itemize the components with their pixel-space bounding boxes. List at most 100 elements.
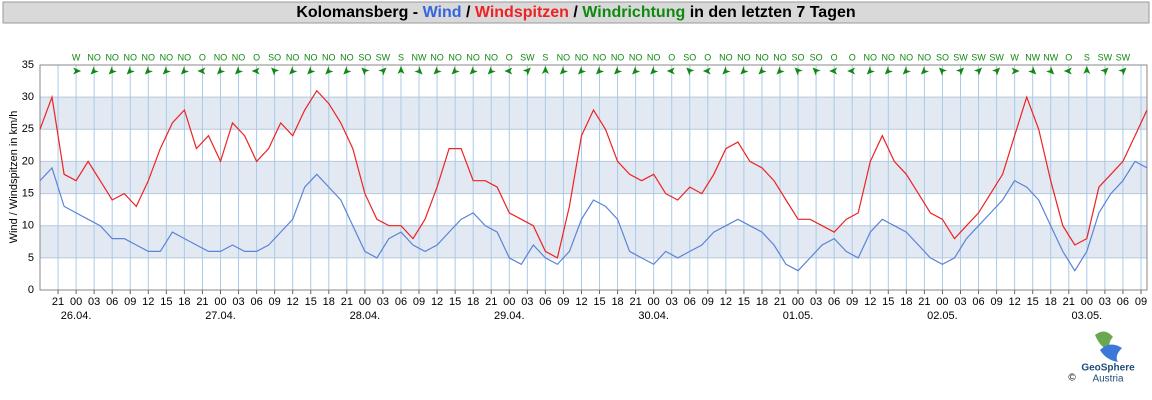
direction-label: SW (989, 52, 1004, 62)
direction-label: NO (629, 52, 643, 62)
x-tick-label: 18 (467, 296, 479, 308)
title-part: Wind (423, 4, 462, 21)
day-label: 02.05. (927, 310, 958, 322)
plot-frame (39, 64, 1148, 291)
title-part: Kolomansberg - (296, 4, 422, 21)
direction-label: NO (575, 52, 589, 62)
logo-shape (1100, 344, 1122, 362)
direction-arrow (559, 66, 568, 75)
direction-arrow (829, 67, 838, 75)
direction-label: NO (160, 52, 174, 62)
x-tick-label: 00 (1081, 296, 1093, 308)
direction-label: O (199, 52, 206, 62)
direction-label: NO (484, 52, 498, 62)
x-tick-label: 09 (557, 296, 569, 308)
direction-arrow (144, 66, 153, 75)
direction-label: NW (1043, 52, 1058, 62)
direction-arrow (1100, 67, 1109, 76)
direction-arrow (216, 66, 226, 75)
day-label: 26.04. (61, 310, 92, 322)
direction-label: NO (232, 52, 246, 62)
x-tick-label: 03 (88, 296, 100, 308)
direction-label: NO (557, 52, 571, 62)
x-tick-label: 00 (214, 296, 226, 308)
title-part: / (569, 4, 582, 21)
direction-label: NO (142, 52, 156, 62)
series-line (39, 89, 1148, 259)
x-tick-label: 00 (648, 296, 660, 308)
direction-arrow (90, 66, 99, 75)
x-tick-label: 18 (323, 296, 335, 308)
day-label: 01.05. (783, 310, 814, 322)
direction-label: SO (810, 52, 823, 62)
direction-arrow (973, 67, 983, 76)
x-tick-label: 06 (539, 296, 551, 308)
x-tick-label: 18 (1045, 296, 1057, 308)
direction-label: O (253, 52, 260, 62)
x-tick-label: 00 (503, 296, 515, 308)
y-tick-label: 25 (22, 123, 34, 135)
direction-label: SW (520, 52, 535, 62)
x-tick-label: 06 (395, 296, 407, 308)
direction-arrow (902, 66, 911, 75)
x-tick-label: 12 (1009, 296, 1021, 308)
title-part: Windrichtung (582, 4, 685, 21)
direction-arrow (522, 67, 531, 76)
x-tick-label: 09 (413, 296, 425, 308)
direction-label: W (72, 52, 81, 62)
logo-country: Austria (1092, 374, 1124, 385)
direction-arrow (541, 66, 549, 74)
direction-label: NO (647, 52, 661, 62)
x-tick-label: 03 (954, 296, 966, 308)
direction-label: NO (286, 52, 300, 62)
direction-arrow (595, 66, 605, 75)
direction-arrow (234, 66, 244, 75)
x-tick-label: 21 (1063, 296, 1075, 308)
direction-arrow (504, 67, 513, 75)
x-tick-label: 12 (864, 296, 876, 308)
direction-label: SO (268, 52, 281, 62)
direction-arrow (577, 66, 587, 75)
direction-arrow (73, 67, 82, 75)
direction-label: SO (792, 52, 805, 62)
direction-label: NO (737, 52, 751, 62)
direction-label: NO (882, 52, 896, 62)
x-tick-label: 03 (810, 296, 822, 308)
direction-label: NO (918, 52, 932, 62)
day-label: 28.04. (350, 310, 381, 322)
direction-label: S (542, 52, 548, 62)
x-tick-label: 09 (269, 296, 281, 308)
direction-label: NO (719, 52, 733, 62)
direction-label: O (831, 52, 838, 62)
direction-label: SO (683, 52, 696, 62)
x-tick-label: 06 (972, 296, 984, 308)
day-label: 27.04. (205, 310, 236, 322)
y-tick-label: 30 (22, 91, 34, 103)
x-tick-label: 21 (918, 296, 930, 308)
x-tick-label: 12 (287, 296, 299, 308)
x-tick-label: 00 (359, 296, 371, 308)
direction-label: NW (1025, 52, 1040, 62)
x-tick-label: 12 (720, 296, 732, 308)
x-tick-label: 18 (756, 296, 768, 308)
direction-arrow (487, 66, 496, 75)
direction-label: O (506, 52, 513, 62)
x-tick-label: 03 (377, 296, 389, 308)
day-label: 29.04. (494, 310, 525, 322)
direction-arrow (325, 66, 334, 75)
logo: GeoSphere Austria © (1068, 331, 1135, 385)
direction-label: SO (358, 52, 371, 62)
day-label: 30.04. (638, 310, 669, 322)
direction-label: SW (1098, 52, 1113, 62)
x-tick-label: 09 (702, 296, 714, 308)
direction-arrow (666, 67, 675, 75)
x-tick-label: 15 (160, 296, 172, 308)
x-tick-label: 15 (1027, 296, 1039, 308)
direction-label: NO (448, 52, 462, 62)
direction-arrow (1083, 66, 1091, 74)
x-tick-label: 15 (449, 296, 461, 308)
direction-arrow (758, 66, 767, 75)
direction-label: O (849, 52, 856, 62)
title-part: in den letzten 7 Tagen (685, 4, 855, 21)
